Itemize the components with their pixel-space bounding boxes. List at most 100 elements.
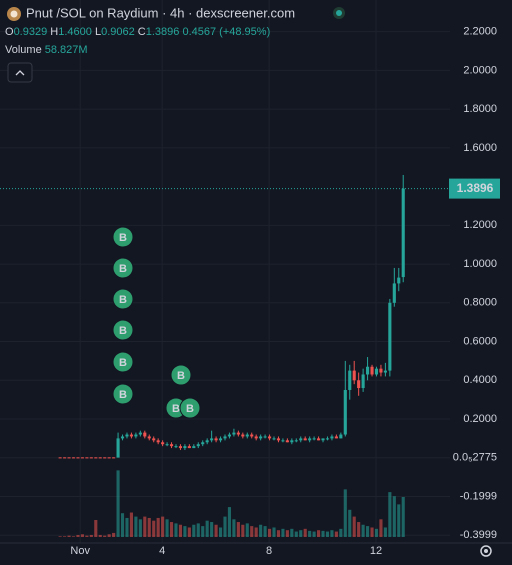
volume-bar	[263, 526, 267, 537]
candle-body	[232, 432, 236, 435]
y-tick-label: 0.2000	[463, 413, 497, 425]
x-tick-label: 8	[266, 545, 272, 557]
candle-body	[325, 438, 330, 440]
candle-body	[241, 434, 245, 437]
ohlc-change: 0.4567 (+48.95%)	[182, 26, 270, 38]
candle-body	[276, 438, 281, 441]
candle-body	[196, 444, 200, 447]
volume-bar	[129, 512, 133, 537]
candle-body	[205, 440, 209, 443]
volume-bar	[107, 534, 111, 537]
y-tick-label: 0.6000	[463, 335, 497, 347]
volume-bar	[94, 520, 98, 537]
candle-body	[156, 440, 160, 443]
volume-bar	[85, 535, 89, 537]
candle-body	[214, 438, 218, 441]
candle-body	[294, 440, 298, 442]
volume-bar	[366, 526, 370, 537]
axis-layer: 2.2000 2.0000 1.8000 1.6000 1.2000 1.0000 0.80…	[0, 26, 500, 557]
collapse-button[interactable]	[7, 62, 33, 83]
candle-body	[89, 457, 93, 459]
candle-body	[388, 302, 392, 371]
volume-bar	[294, 531, 298, 537]
volume-bar	[80, 534, 84, 537]
volume-bar	[397, 504, 401, 537]
candle-body	[227, 434, 232, 437]
volume-bar	[236, 522, 240, 537]
candle-body	[392, 283, 396, 303]
candle-body	[366, 366, 370, 375]
candle-body	[58, 457, 62, 459]
volume-bar	[232, 519, 236, 537]
volume-bar	[165, 519, 169, 537]
volume-bar	[374, 528, 379, 537]
volume-bar	[210, 522, 214, 537]
volume-bar	[138, 519, 142, 537]
token-icon-inner	[10, 10, 18, 18]
candle-body	[401, 188, 405, 278]
volume-bar	[76, 534, 80, 537]
volume-bar	[187, 527, 191, 537]
y-tick-label: 1.8000	[463, 103, 497, 115]
volume-bar	[89, 534, 93, 537]
candle-body	[183, 446, 187, 449]
y-tick-label: 1.2000	[463, 219, 497, 231]
buy-marker	[112, 383, 134, 405]
y-tick-label: 0.8000	[463, 297, 497, 309]
volume-bar	[250, 526, 254, 537]
volume-bar	[58, 536, 62, 537]
settings-button[interactable]	[480, 545, 492, 557]
volume-bar	[401, 496, 405, 537]
volume-bar	[161, 516, 165, 537]
volume-bar	[63, 536, 67, 537]
candle-body	[245, 434, 249, 437]
volume-bar	[352, 516, 356, 537]
candle-body	[299, 438, 303, 441]
volume-bar	[267, 528, 272, 537]
volume-bar	[281, 528, 285, 537]
candle-body	[178, 446, 183, 449]
volume-bar	[285, 530, 289, 537]
volume-bar	[214, 524, 218, 537]
volume-bar	[317, 530, 321, 537]
volume-bar	[361, 524, 365, 537]
buy-marker-label: B	[119, 232, 127, 244]
ohlc-key: L	[95, 26, 101, 38]
x-tick-label: Nov	[70, 545, 90, 557]
candle-body	[107, 457, 111, 459]
buy-marker	[112, 319, 134, 341]
volume-bar	[174, 523, 178, 537]
volume-row: Volume 58.827M	[5, 44, 88, 56]
volume-bar	[205, 520, 209, 537]
volume-bar	[370, 527, 374, 537]
ohlc-key: O	[5, 26, 14, 38]
candle-body	[285, 440, 289, 443]
last-price-label: 1.3896	[457, 181, 494, 195]
candle-body	[361, 374, 365, 389]
volume-bar	[241, 524, 245, 537]
candle-body	[352, 370, 356, 381]
candle-body	[76, 457, 80, 459]
candle-body	[317, 438, 321, 441]
volume-bar	[245, 523, 249, 537]
buy-marker-label: B	[119, 263, 127, 275]
buy-marker-label: B	[119, 325, 127, 337]
candle-body	[383, 370, 387, 373]
candle-body	[312, 438, 316, 440]
buy-marker	[112, 226, 134, 248]
candle-body	[112, 457, 116, 459]
candle-body	[254, 436, 258, 439]
candle-body	[267, 436, 272, 439]
candle-body	[192, 446, 196, 449]
candle-body	[63, 457, 67, 459]
volume-bar	[71, 536, 76, 537]
volume-bar	[218, 527, 223, 537]
volume-title: Volume	[5, 44, 42, 56]
volume-bar	[254, 527, 258, 537]
ohlc-key: C	[138, 26, 146, 38]
ohlc-value: 1.4600	[58, 26, 92, 38]
candle-body	[321, 438, 325, 441]
candle-body	[236, 432, 240, 435]
volume-bar	[134, 516, 138, 537]
